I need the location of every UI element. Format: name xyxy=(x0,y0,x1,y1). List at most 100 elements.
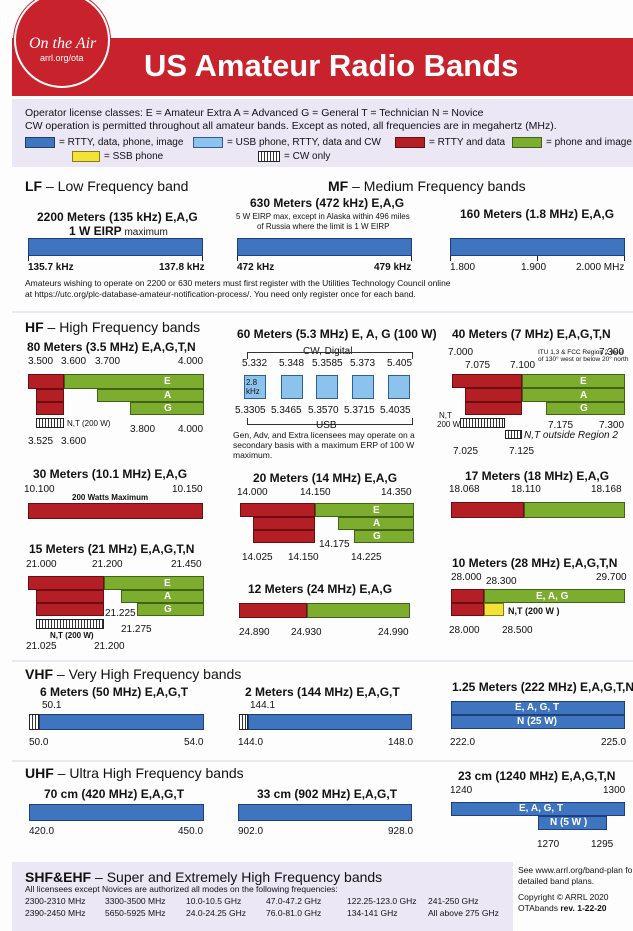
band-125-lo: 222.0 xyxy=(450,737,476,748)
band-60-cw-bracket xyxy=(247,352,413,359)
page-title: US Amateur Radio Bands xyxy=(144,48,519,83)
shf-heading-text: – Super and Extremely High Frequency ban… xyxy=(91,869,383,885)
cw-note-text: CW operation is permitted throughout all… xyxy=(25,120,557,132)
uhf-heading-abbr: UHF xyxy=(25,765,54,781)
on-the-air-logo: On the Air arrl.org/ota xyxy=(14,0,110,88)
band-40-title: 40 Meters (7 MHz) E,A,G,T,N xyxy=(452,327,611,341)
shf-freq-3: 3300-3500 MHz xyxy=(105,896,166,906)
band-80-red-top xyxy=(28,374,64,389)
band-80-t1: 3.500 xyxy=(28,356,54,367)
band-6-lo: 50.0 xyxy=(29,737,49,748)
band-15-red-3 xyxy=(36,603,104,616)
shf-freq-10: 134-141 GHz xyxy=(347,908,398,918)
band-20-label-g: G xyxy=(373,531,381,542)
band-160-t2: 1.900 xyxy=(521,262,547,273)
band-80-t7: 3.525 xyxy=(28,436,54,447)
shf-panel xyxy=(12,862,513,931)
band-80-t8: 3.600 xyxy=(61,436,87,447)
band-40-label-e: E xyxy=(580,376,587,387)
shf-freq-6: 24.0-24.25 GHz xyxy=(186,908,247,918)
license-classes-text: Operator license classes: E = Amateur Ex… xyxy=(25,107,484,119)
band-15-red-2 xyxy=(36,590,104,603)
band-60-k2: 5.348 xyxy=(279,358,305,369)
revision-text: OTAbands rev. 1-22-20 xyxy=(518,904,607,913)
band-80-t5: 3.800 xyxy=(130,424,156,435)
band-60-bandwidth: 2.8 kHz xyxy=(246,378,260,396)
band-15-t4: 21.225 xyxy=(105,608,136,619)
band-2200-power-suffix: maximum xyxy=(121,227,168,238)
band-40-label-a: A xyxy=(580,390,588,401)
band-70-bar xyxy=(29,804,204,821)
band-70-hi: 450.0 xyxy=(178,826,204,837)
band-15-title: 15 Meters (21 MHz) E,A,G,T,N xyxy=(29,542,195,556)
shf-freq-12: All above 275 GHz xyxy=(428,908,499,918)
band-2200-tick-hi xyxy=(202,256,203,261)
lf-heading-abbr: LF xyxy=(25,178,43,194)
band-2-hi: 148.0 xyxy=(388,737,414,748)
band-40-red-2 xyxy=(465,388,522,402)
shf-freq-9: 122.25-123.0 GHz xyxy=(347,896,417,906)
revision-number: rev. 1-22-20 xyxy=(560,903,607,913)
band-15-cw-nt xyxy=(36,619,104,629)
mf-heading-text: – Medium Frequency bands xyxy=(348,178,526,194)
vhf-heading-abbr: VHF xyxy=(25,666,53,682)
band-20-label-a: A xyxy=(373,518,381,529)
band-15-t5: 21.275 xyxy=(121,624,152,635)
band-10-t3: 29.700 xyxy=(596,572,627,583)
band-125-n-bar xyxy=(451,715,625,729)
band-10-t2: 28.300 xyxy=(486,576,517,587)
shf-freq-11: 241-250 GHz xyxy=(428,896,479,906)
band-40-t2: 7.300 xyxy=(599,347,625,358)
band-125-hi: 225.0 xyxy=(601,737,627,748)
band-2200-title: 2200 Meters (135 kHz) E,A,G xyxy=(37,210,198,224)
band-40-t6: 7.300 xyxy=(599,420,625,431)
band-40-label-g: G xyxy=(580,403,588,414)
vhf-heading-text: – Very High Frequency bands xyxy=(53,666,242,682)
band-80-label-g: G xyxy=(164,403,172,414)
band-15-t2: 21.200 xyxy=(92,559,123,570)
band-60-channel-5 xyxy=(388,375,410,399)
hf-heading: HF – High Frequency bands xyxy=(25,320,200,334)
band-33-lo: 902.0 xyxy=(238,826,264,837)
band-17-green xyxy=(524,502,625,518)
band-12-t3: 24.990 xyxy=(378,627,409,638)
band-60-usb-bracket xyxy=(247,418,413,425)
band-33-hi: 928.0 xyxy=(388,826,414,837)
band-60-l5: 5.4035 xyxy=(380,405,411,416)
band-2200-bar xyxy=(28,238,203,256)
band-2-bar xyxy=(248,714,412,730)
band-15-t1: 21.000 xyxy=(26,559,57,570)
band-60-l3: 5.3570 xyxy=(308,405,339,416)
band-17-t2: 18.110 xyxy=(511,484,541,495)
band-6-bar xyxy=(39,714,204,730)
band-60-k3: 5.3585 xyxy=(312,358,343,369)
band-15-green-e xyxy=(104,576,204,590)
band-80-t2: 3.600 xyxy=(61,356,87,367)
band-2200-tick-lo xyxy=(28,256,29,261)
band-plan-link[interactable]: See www.arrl.org/band-plan fo xyxy=(518,865,633,875)
band-60-channel-2 xyxy=(281,375,303,399)
band-630-note2: of Russia where the limit is 1 W EIRP xyxy=(257,222,390,231)
band-10-t4: 28.000 xyxy=(449,625,480,636)
mf-heading: MF – Medium Frequency bands xyxy=(328,179,526,193)
band-10-label-eag: E, A, G xyxy=(536,591,569,602)
band-20-t2: 14.150 xyxy=(300,487,331,498)
band-80-label-e: E xyxy=(164,376,171,387)
band-2200-power-value: 1 W EIRP xyxy=(69,224,122,238)
legend-label-cw: = CW only xyxy=(284,151,331,162)
uhf-heading-text: – Ultra High Frequency bands xyxy=(53,765,244,781)
band-30-power-note: 200 Watts Maximum xyxy=(72,493,149,502)
band-2-t1: 144.1 xyxy=(250,700,276,711)
band-6-hi: 54.0 xyxy=(184,737,204,748)
band-20-green-a xyxy=(338,517,414,530)
band-15-t7: 21.200 xyxy=(94,641,125,652)
band-23-t4: 1295 xyxy=(591,839,614,850)
band-20-label-e: E xyxy=(373,505,380,516)
band-40-green-e xyxy=(522,374,625,388)
band-23-eagt-label: E, A, G, T xyxy=(519,803,564,814)
band-17-t1: 18.068 xyxy=(449,484,480,495)
band-30-bar xyxy=(28,503,203,519)
band-125-title: 1.25 Meters (222 MHz) E,A,G,T,N xyxy=(452,680,633,694)
band-40-t8: 7.125 xyxy=(509,446,535,457)
band-40-nt: N,T xyxy=(439,411,452,420)
